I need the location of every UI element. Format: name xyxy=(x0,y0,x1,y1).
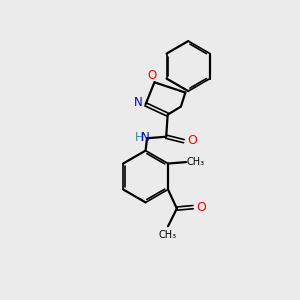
Text: O: O xyxy=(196,201,206,214)
Text: CH₃: CH₃ xyxy=(159,230,177,239)
Text: N: N xyxy=(134,96,142,110)
Text: H: H xyxy=(134,131,143,144)
Text: O: O xyxy=(147,69,157,82)
Text: CH₃: CH₃ xyxy=(187,157,205,167)
Text: N: N xyxy=(141,131,150,144)
Text: O: O xyxy=(187,134,197,147)
